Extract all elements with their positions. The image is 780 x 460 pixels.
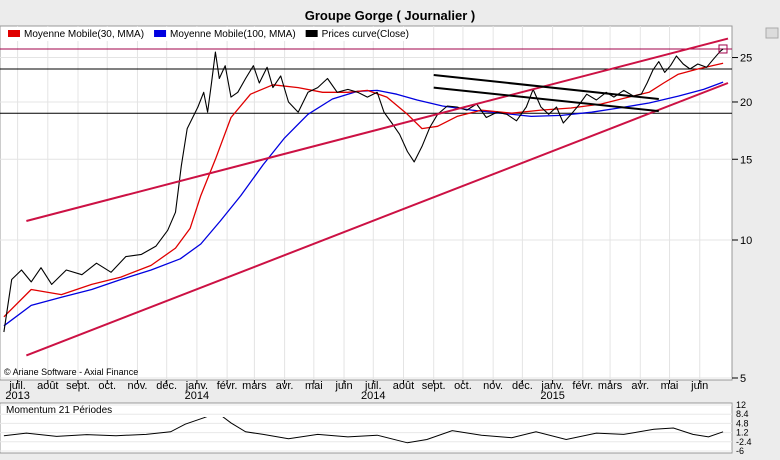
momentum-title: Momentum 21 Périodes (6, 405, 112, 416)
momentum-plot-area (0, 402, 733, 454)
legend-swatch-mma100 (154, 30, 167, 37)
x-tick-label: févr. (572, 380, 593, 392)
momentum-tick-label: 12 (736, 400, 746, 410)
x-tick-label: juin (334, 380, 352, 392)
momentum-line (3, 417, 724, 444)
trend-line[interactable] (433, 74, 659, 101)
copyright-text: © Ariane Software - Axial Finance (4, 367, 138, 377)
x-year-label: 2014 (361, 390, 385, 402)
x-tick-label: avr. (631, 380, 649, 392)
y-tick-label: 10 (740, 235, 752, 247)
x-tick-label: févr. (217, 380, 238, 392)
x-tick-label: août (37, 380, 58, 392)
x-tick-label: mai (305, 380, 323, 392)
x-tick-label: janv. (185, 380, 208, 392)
channel-line[interactable] (26, 37, 729, 222)
chart-legend: Moyenne Mobile(30, MMA) Moyenne Mobile(1… (1, 27, 418, 41)
momentum-tick-label: -6 (736, 446, 744, 455)
x-year-label: 2013 (5, 390, 29, 402)
main-gridlines (0, 26, 732, 380)
legend-swatch-mma30 (8, 30, 20, 37)
x-tick-label: nov. (127, 380, 147, 392)
momentum-tick-label: 8.4 (736, 409, 749, 419)
x-tick-label: déc. (156, 380, 177, 392)
level-line-handle[interactable] (718, 44, 728, 54)
x-year-label: 2015 (540, 390, 564, 402)
x-tick-label: mars (242, 380, 267, 392)
scroll-up-button[interactable] (765, 27, 779, 39)
x-tick-label: juil. (8, 380, 26, 392)
legend-label-mma100: Moyenne Mobile(100, MMA) (170, 29, 296, 40)
momentum-gridlines (0, 404, 732, 452)
x-tick-label: août (393, 380, 414, 392)
x-tick-label: oct. (98, 380, 116, 392)
x-year-label: 2014 (185, 390, 209, 402)
legend-label-price: Prices curve(Close) (322, 29, 409, 40)
x-tick-label: janv. (540, 380, 563, 392)
momentum-series (3, 417, 724, 444)
momentum-tick-label: 4.8 (736, 418, 749, 428)
trend-line[interactable] (433, 86, 659, 113)
x-tick-label: mai (661, 380, 679, 392)
x-tick-label: oct. (454, 380, 472, 392)
channel-line[interactable] (26, 82, 729, 357)
x-tick-label: nov. (483, 380, 503, 392)
momentum-tick-label: -2.4 (736, 437, 752, 447)
x-tick-label: juin (690, 380, 708, 392)
y-tick-label: 20 (740, 97, 752, 109)
chart-title: Groupe Gorge ( Journalier ) (305, 8, 475, 23)
y-tick-label: 5 (740, 373, 746, 385)
y-tick-label: 15 (740, 154, 752, 166)
legend-label-mma30: Moyenne Mobile(30, MMA) (24, 29, 144, 40)
x-axis: juil. août sept. oct. nov. déc. janv. févr. mars… (5, 380, 708, 402)
x-tick-label: sept. (66, 380, 90, 392)
y-axis-main: 5 10 15 20 25 (732, 53, 752, 385)
trend-lines (26, 37, 729, 357)
x-tick-label: déc. (512, 380, 533, 392)
x-tick-label: juil. (364, 380, 382, 392)
x-tick-label: sept. (422, 380, 446, 392)
y-tick-label: 25 (740, 53, 752, 65)
x-tick-label: avr. (276, 380, 294, 392)
y-axis-momentum: 128.44.81.2-2.4-6 (736, 400, 752, 456)
momentum-tick-label: 1.2 (736, 428, 749, 438)
x-tick-label: mars (598, 380, 623, 392)
legend-swatch-price (305, 30, 318, 37)
series-line-mma30 (3, 62, 724, 318)
main-plot-area (0, 25, 733, 381)
